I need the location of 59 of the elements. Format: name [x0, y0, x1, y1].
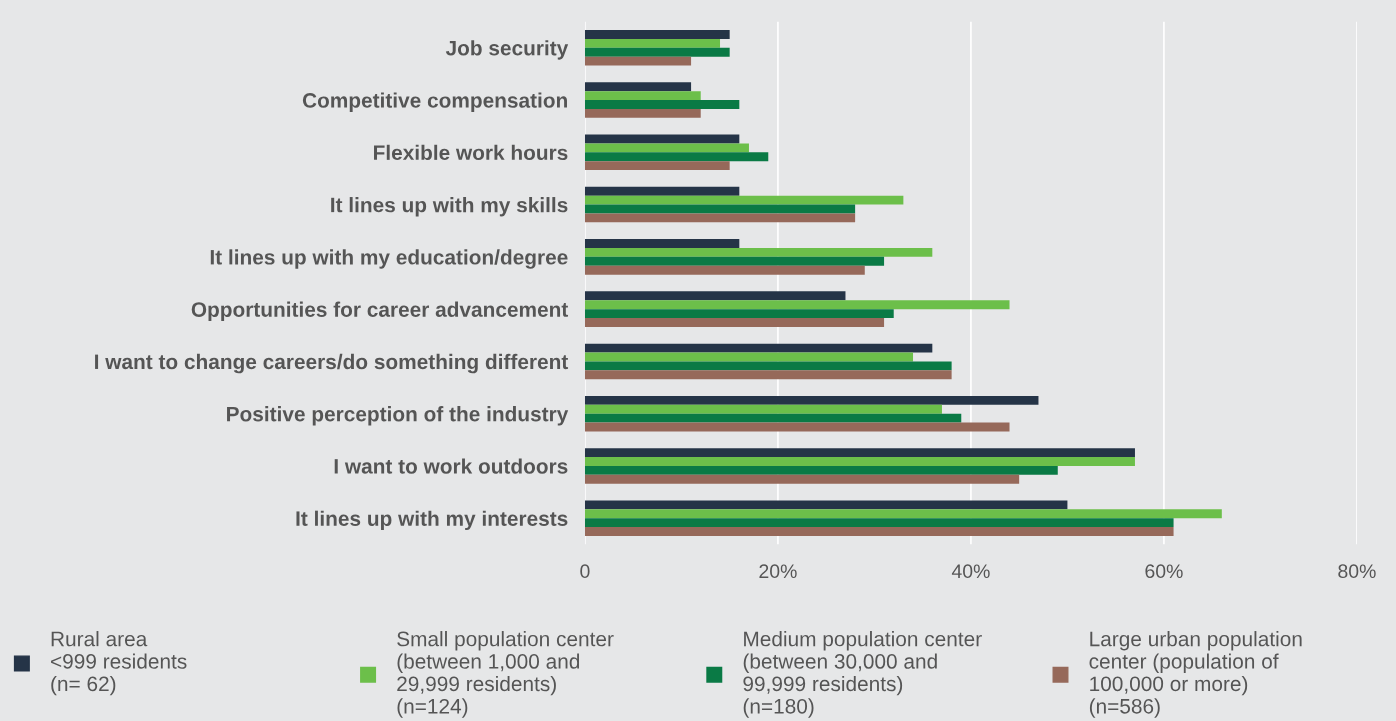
bar [584, 361, 952, 371]
bar [584, 309, 894, 319]
bar [584, 108, 701, 118]
x-tick-label: 80% [1338, 564, 1376, 579]
legend-label: Rural area <999 residents (n= 62) [51, 631, 187, 696]
x-tick-label: 0 [580, 564, 590, 579]
legend-label: Medium population center (between 30,000 and 99,999 residents) (n=180) [743, 631, 982, 718]
y-tick-label: Job security [445, 40, 569, 60]
bar [584, 152, 769, 162]
y-tick-label: Opportunities for career advancement [191, 301, 569, 321]
bar [584, 343, 933, 353]
bar [584, 527, 1174, 536]
y-tick-label: Competitive compensation [302, 92, 567, 112]
bar [584, 47, 730, 57]
bar [584, 247, 933, 257]
bar [584, 56, 692, 66]
bar [584, 38, 721, 48]
bar [584, 204, 856, 214]
bar [584, 318, 885, 327]
legend-label: Small population center (between 1,000 and 29,999 residents) (n=124) [397, 631, 614, 718]
bar [584, 100, 740, 109]
legend-label: Large urban population center (population of 100,000 or more) (n=586) [1089, 631, 1302, 718]
x-tick-label: 60% [1145, 564, 1183, 579]
bar [584, 500, 1068, 510]
bar [584, 370, 952, 380]
bar [584, 404, 942, 414]
bar [584, 265, 865, 275]
y-tick-label: It lines up with my education/degree [210, 249, 568, 269]
bar [584, 186, 740, 196]
bar [584, 448, 1135, 458]
bar [584, 457, 1135, 466]
bar [584, 518, 1174, 528]
bar [584, 352, 914, 362]
bar [584, 291, 846, 301]
bar [584, 300, 1010, 310]
y-tick-label: I want to change careers/do something different [95, 353, 569, 374]
x-tick-label: 40% [951, 564, 990, 579]
bar [584, 161, 730, 171]
y-tick-label: It lines up with my interests [296, 510, 568, 531]
bar [584, 422, 1010, 432]
bar [584, 91, 701, 101]
bar [584, 213, 856, 223]
y-tick-label: It lines up with my skills [331, 197, 568, 217]
bar [584, 256, 885, 266]
x-tick-label: 20% [759, 564, 797, 579]
bar [584, 465, 1058, 475]
bar [584, 29, 730, 39]
bar [584, 413, 962, 423]
bar [584, 474, 1020, 484]
bar [584, 509, 1222, 519]
bar [584, 239, 740, 248]
bar [584, 143, 749, 153]
bar [584, 134, 740, 144]
y-tick-label: Positive perception of the industry [227, 406, 569, 426]
bar [584, 395, 1039, 405]
bar [584, 195, 904, 205]
y-tick-label: Flexible work hours [374, 144, 568, 161]
y-tick-label: I want to work outdoors [334, 458, 568, 474]
bar [584, 82, 692, 92]
